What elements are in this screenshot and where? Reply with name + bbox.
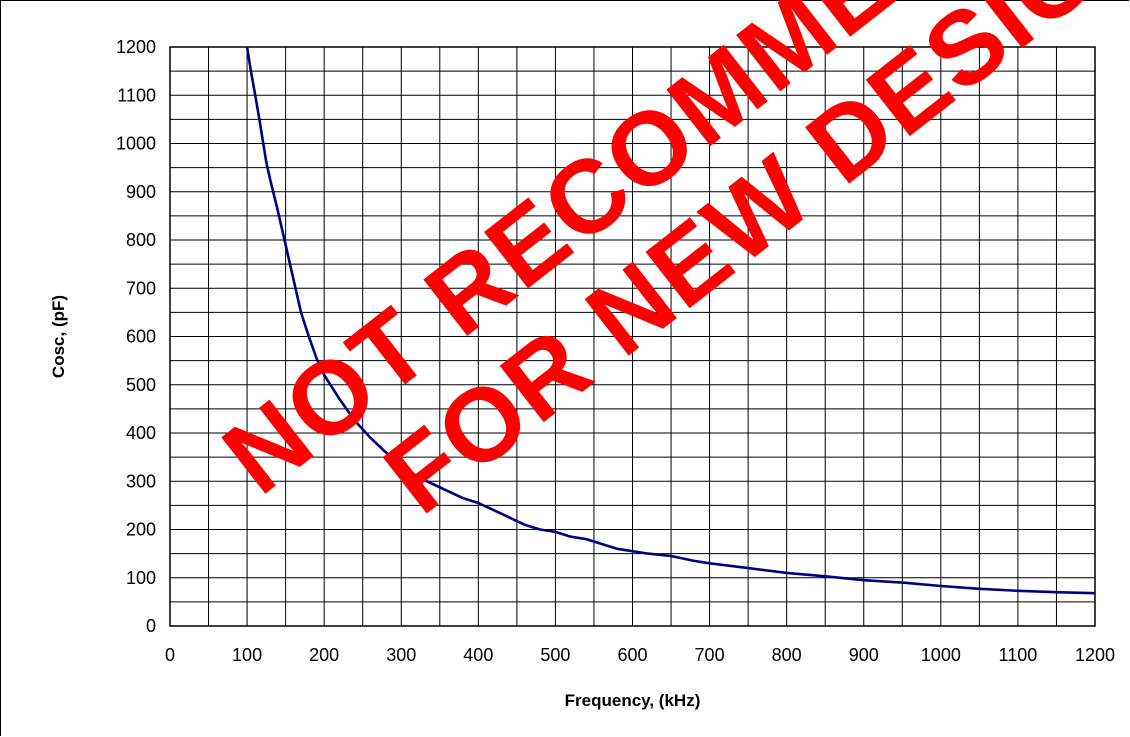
- y-tick-label: 1200: [116, 37, 156, 57]
- x-tick-label: 1100: [999, 645, 1038, 665]
- x-tick-label: 400: [463, 645, 493, 665]
- y-tick-label: 400: [126, 423, 156, 443]
- x-tick-labels: 0 100 200 300 400 500 600 700 800 900 1000 1100 1200: [165, 645, 1115, 665]
- y-tick-label: 300: [126, 471, 156, 491]
- y-tick-label: 200: [126, 520, 156, 540]
- x-tick-label: 500: [540, 645, 570, 665]
- series-line-cosc: [245, 46, 1096, 595]
- y-tick-label: 0: [146, 616, 156, 636]
- y-tick-label: 700: [126, 278, 156, 298]
- x-tick-label: 700: [695, 645, 725, 665]
- x-tick-label: 800: [772, 645, 802, 665]
- x-axis-title: Frequency, (kHz): [565, 691, 701, 710]
- watermark: NOT RECOMMENDED FOR NEW DESIGN: [203, 0, 1130, 536]
- x-tick-label: 900: [849, 645, 879, 665]
- x-tick-label: 200: [309, 645, 339, 665]
- x-tick-label: 0: [165, 645, 175, 665]
- y-tick-label: 600: [126, 327, 156, 347]
- x-tick-label: 100: [232, 645, 262, 665]
- x-tick-label: 600: [617, 645, 647, 665]
- y-tick-label: 500: [126, 375, 156, 395]
- x-tick-label: 1200: [1075, 645, 1115, 665]
- y-tick-label: 1100: [117, 85, 156, 105]
- y-tick-label: 1000: [116, 134, 156, 154]
- y-axis-title: Cosc, (pF): [49, 295, 68, 378]
- x-tick-label: 300: [386, 645, 416, 665]
- plot-area-border: [169, 46, 1096, 627]
- y-tick-label: 100: [126, 568, 156, 588]
- y-tick-label: 800: [126, 230, 156, 250]
- y-tick-labels: 0 100 200 300 400 500 600 700 800 900 1000 1100 1200: [116, 37, 156, 636]
- y-tick-label: 900: [126, 182, 156, 202]
- x-tick-label: 1000: [921, 645, 961, 665]
